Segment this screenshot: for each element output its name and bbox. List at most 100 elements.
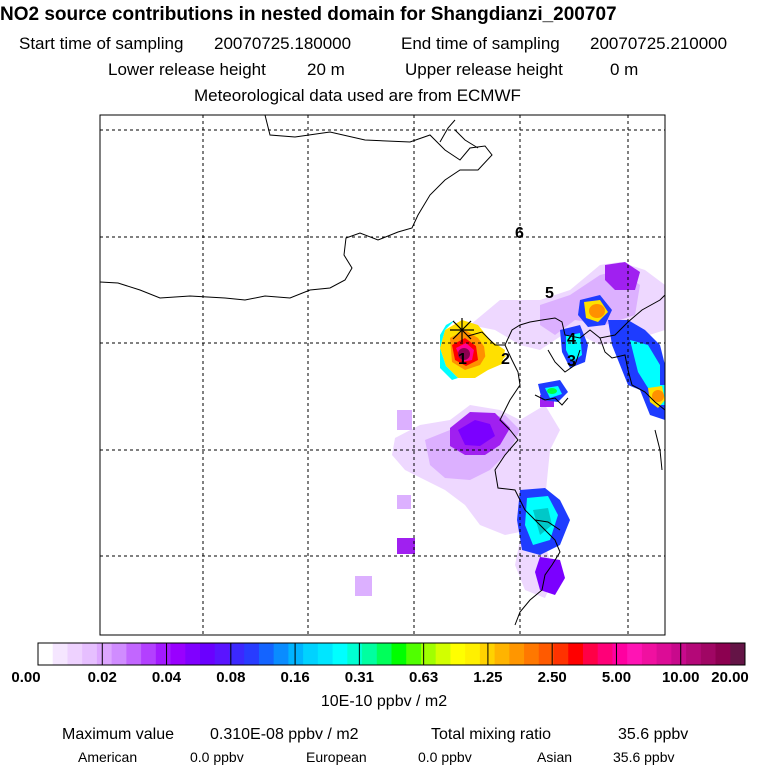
- grid-lines: [100, 115, 665, 635]
- total-mixing-value: 35.6 ppbv: [618, 726, 689, 743]
- plume-orange-coast: [652, 390, 664, 402]
- colorbar-swatch: [347, 643, 363, 665]
- source-label-5: 5: [545, 285, 554, 302]
- colorbar-label: 0.08: [216, 669, 246, 686]
- colorbar-swatch: [406, 643, 422, 665]
- coastline: [534, 519, 561, 531]
- colorbar-swatch: [214, 643, 230, 665]
- coastline: [534, 394, 569, 406]
- source-label-4: 4: [567, 331, 576, 348]
- colorbar-label: 1.25: [473, 669, 503, 686]
- plume-orange-north: [589, 304, 605, 318]
- american-label: American: [78, 749, 138, 765]
- colorbar-swatch: [96, 643, 113, 665]
- colorbar-swatch: [715, 643, 731, 665]
- colorbar-label: 0.16: [280, 669, 310, 686]
- lower-release-label: Lower release height: [108, 60, 266, 79]
- colorbar-swatch: [612, 643, 628, 665]
- colorbar-swatch: [111, 643, 127, 665]
- plume-yellow-tail: [484, 346, 506, 364]
- colorbar-swatch: [376, 643, 392, 665]
- colorbar-swatch: [582, 643, 599, 665]
- colorbar-swatch: [700, 643, 717, 665]
- colorbar-swatch: [185, 643, 201, 665]
- colorbar-swatch: [568, 643, 584, 665]
- plume-violet-patch: [397, 538, 415, 554]
- colorbar-swatch: [730, 643, 746, 665]
- colorbar: [37, 642, 746, 666]
- colorbar-swatch: [641, 643, 658, 665]
- plume-core: [458, 348, 470, 360]
- colorbar-label: 0.04: [151, 669, 182, 686]
- colorbar-label: 0.00: [11, 669, 41, 686]
- colorbar-label: 0.63: [409, 669, 439, 686]
- colorbar-swatch: [273, 643, 289, 665]
- coastline-layer: [100, 115, 665, 626]
- colorbar-swatch: [524, 643, 540, 665]
- plume-purple-west: [458, 420, 495, 446]
- colorbar-swatch: [155, 643, 172, 665]
- colorbar-label: 2.50: [537, 669, 567, 686]
- asian-label: Asian: [537, 749, 573, 765]
- colorbar-swatch: [391, 643, 407, 665]
- start-time-value: 20070725.180000: [214, 34, 352, 53]
- upper-release-value: 0 m: [610, 60, 639, 79]
- colorbar-label: 10.00: [661, 669, 700, 686]
- map-frame: [99, 114, 666, 636]
- colorbar-swatch: [82, 643, 98, 665]
- colorbar-swatch: [686, 643, 702, 665]
- source-label-2: 2: [501, 351, 510, 368]
- station-marker-icon: [450, 318, 474, 342]
- colorbar-swatch: [317, 643, 334, 665]
- colorbar-swatch: [494, 643, 510, 665]
- american-value: 0.0 ppbv: [190, 749, 244, 765]
- colorbar-swatch: [656, 643, 672, 665]
- colorbar-frame: [37, 642, 746, 666]
- met-data-line: Meteorological data used are from ECMWF: [194, 86, 521, 105]
- end-time-value: 20070725.210000: [590, 34, 728, 53]
- colorbar-swatch: [362, 643, 378, 665]
- colorbar-swatch: [435, 643, 451, 665]
- plume-cyan-main-edge: [440, 320, 458, 380]
- map-title: NO2 source contributions in nested domai…: [0, 4, 617, 25]
- colorbar-swatch: [509, 643, 525, 665]
- start-time-label: Start time of sampling: [19, 34, 184, 53]
- source-label-3: 3: [567, 353, 576, 370]
- colorbar-swatch: [450, 643, 466, 665]
- plume-cyan-coast: [630, 340, 660, 392]
- coastline: [454, 129, 479, 149]
- total-mixing-label: Total mixing ratio: [431, 726, 552, 743]
- european-value: 0.0 ppbv: [418, 749, 472, 765]
- colorbar-swatch: [420, 643, 437, 665]
- colorbar-label: 5.00: [601, 669, 632, 686]
- colorbar-swatch: [38, 643, 54, 665]
- asian-value: 35.6 ppbv: [613, 749, 675, 765]
- plume-mid-patch: [397, 495, 411, 509]
- max-value-label: Maximum value: [62, 726, 175, 743]
- colorbar-label: 20.00: [711, 669, 749, 686]
- plume-mid-patch: [397, 410, 412, 430]
- plume-green-islet: [547, 388, 557, 394]
- colorbar-swatch: [627, 643, 643, 665]
- end-time-label: End time of sampling: [401, 34, 560, 53]
- colorbar-swatch: [258, 643, 275, 665]
- colorbar-swatch: [52, 643, 68, 665]
- colorbar-swatch: [597, 643, 613, 665]
- plume-layer: [355, 262, 665, 598]
- colorbar-swatch: [200, 643, 216, 665]
- coastline: [494, 344, 561, 626]
- colorbar-label: 0.31: [344, 669, 374, 686]
- lower-release-value: 20 m: [307, 60, 345, 79]
- upper-release-label: Upper release height: [405, 60, 563, 79]
- colorbar-swatch: [141, 643, 157, 665]
- colorbar-swatch: [67, 643, 83, 665]
- plume-mid-patch: [355, 576, 372, 596]
- source-label-1: 1: [458, 351, 467, 368]
- source-label-6: 6: [515, 225, 524, 242]
- colorbar-swatch: [288, 643, 304, 665]
- colorbar-swatch: [553, 643, 569, 665]
- european-label: European: [306, 749, 367, 765]
- colorbar-label: 0.02: [87, 669, 117, 686]
- colorbar-unit: 10E-10 ppbv / m2: [320, 693, 448, 710]
